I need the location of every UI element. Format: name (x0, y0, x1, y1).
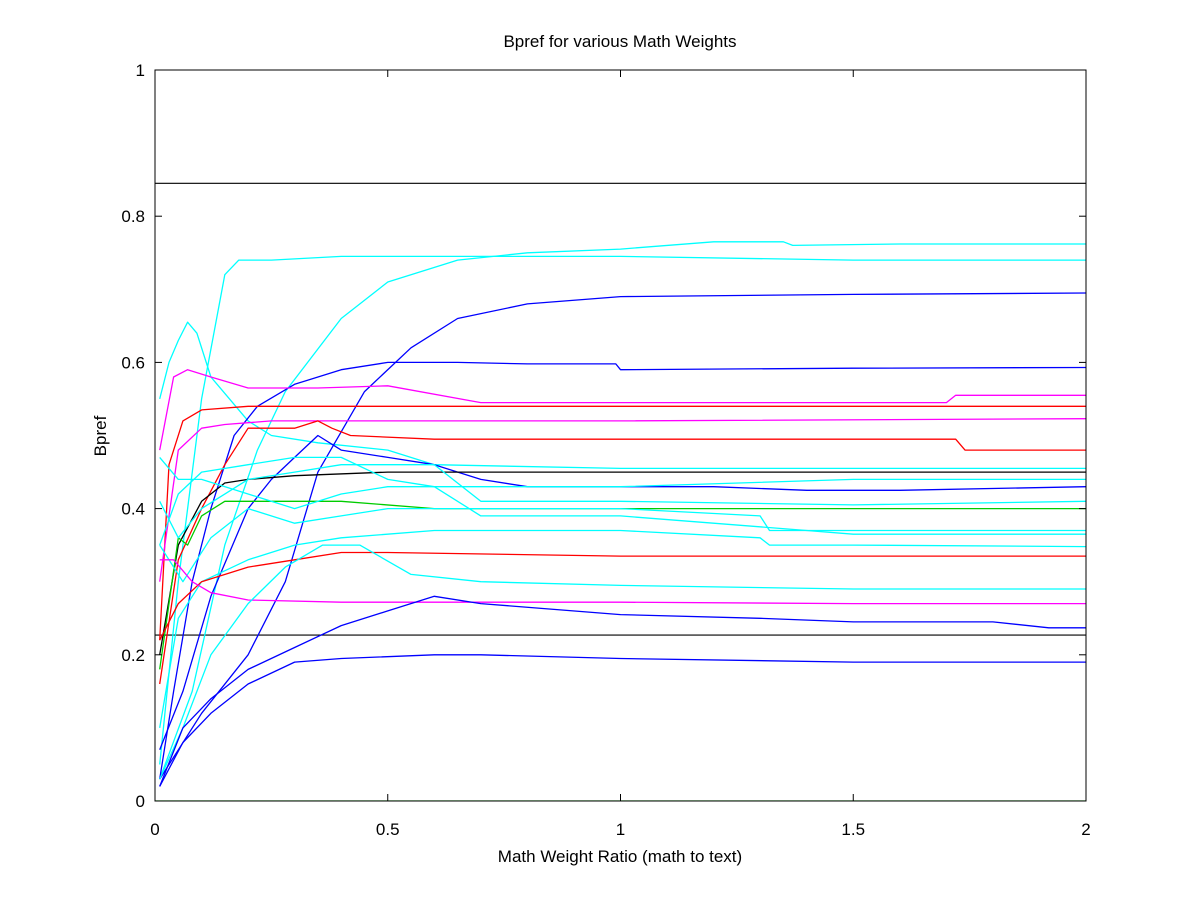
series-line-10 (159, 434, 1086, 751)
y-tick-label: 0.4 (121, 500, 145, 519)
x-tick-label: 2 (1081, 820, 1090, 839)
series-line-2 (159, 321, 1086, 470)
series-line-3 (159, 241, 1086, 780)
y-axis: 0 0.2 0.4 0.6 0.8 1 (121, 61, 1086, 811)
series-line-14 (159, 464, 1086, 539)
x-axis: 0 0.5 1 1.5 2 (150, 70, 1091, 839)
series-line-15 (159, 507, 1086, 583)
y-axis-label: Bpref (91, 415, 110, 456)
series-line-17 (159, 529, 1086, 729)
y-tick-label: 0.6 (121, 353, 145, 372)
series-line-5 (159, 361, 1086, 780)
series-line-1 (159, 255, 1086, 765)
series-line-9 (159, 420, 1086, 685)
series-line-16 (159, 456, 1086, 546)
series-line-18 (159, 551, 1086, 641)
y-tick-label: 1 (136, 61, 145, 80)
x-tick-label: 1.5 (841, 820, 865, 839)
plot-area (154, 69, 1087, 802)
chart-title: Bpref for various Math Weights (503, 32, 736, 51)
series-line-20 (159, 544, 1086, 780)
series-line-7 (159, 405, 1086, 641)
x-axis-label: Math Weight Ratio (math to text) (498, 847, 742, 866)
series-line-21 (159, 595, 1086, 787)
x-tick-label: 0 (150, 820, 159, 839)
series-line-22 (159, 654, 1086, 787)
series-line-4 (159, 292, 1086, 780)
series-line-11 (159, 471, 1086, 655)
series-line-8 (159, 418, 1086, 582)
series-line-6 (159, 369, 1086, 451)
series-line-19 (159, 559, 1086, 605)
series-layer (155, 182, 1086, 801)
x-tick-label: 1 (616, 820, 625, 839)
y-tick-label: 0.2 (121, 646, 145, 665)
y-tick-label: 0.8 (121, 207, 145, 226)
x-tick-label: 0.5 (376, 820, 400, 839)
plot-frame (154, 69, 1087, 802)
y-tick-label: 0 (136, 792, 145, 811)
